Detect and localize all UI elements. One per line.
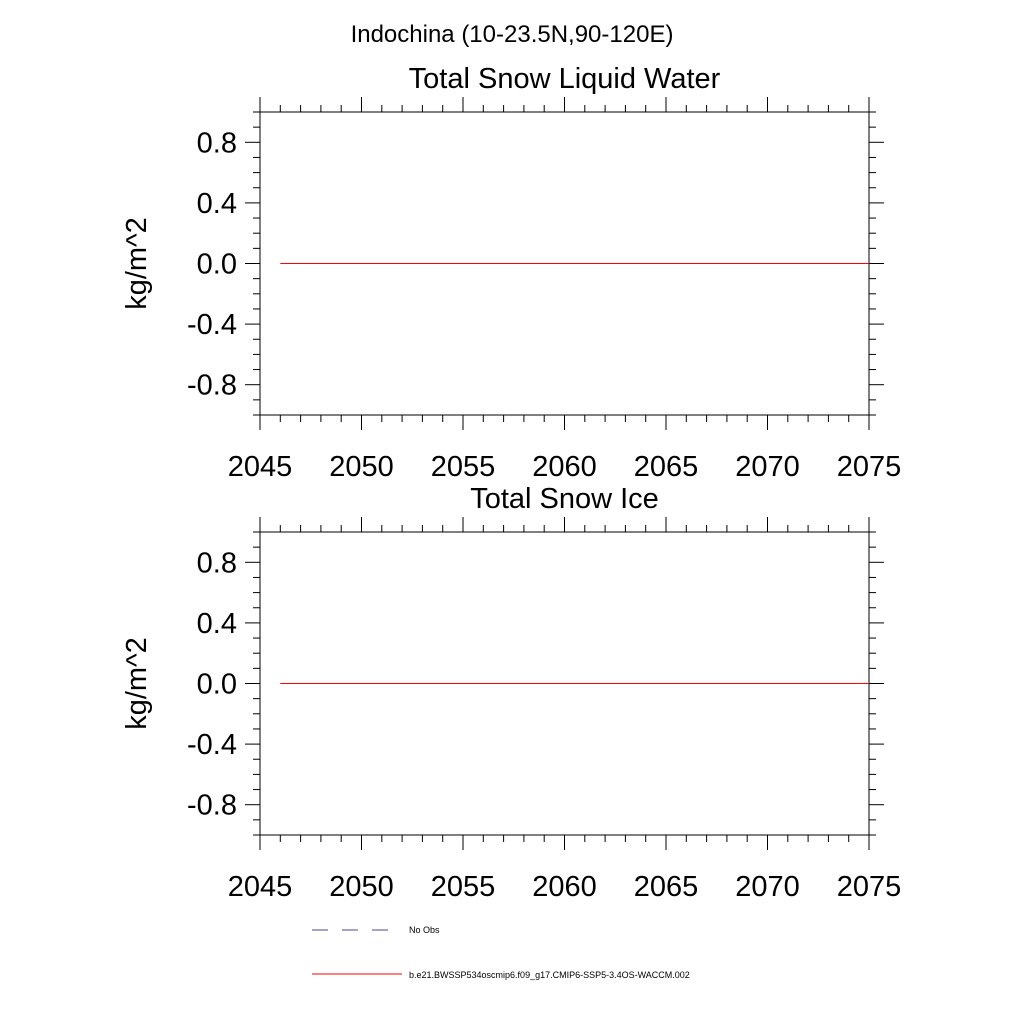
x-tick-label: 2070 — [735, 871, 800, 903]
x-tick-label: 2070 — [735, 451, 800, 483]
chart-title: Total Snow Liquid Water — [409, 63, 721, 95]
chart-title: Total Snow Ice — [470, 483, 659, 515]
y-tick-label: -0.4 — [187, 309, 237, 341]
legend: No Obs b.e21.BWSSP534oscmip6.f09_g17.CMI… — [312, 925, 690, 980]
y-tick-label: 0.4 — [197, 608, 237, 640]
chart-panel-1: Total Snow Liquid Water kg/m^2 2045 2050 205… — [121, 63, 901, 483]
region-title: Indochina (10-23.5N,90-120E) — [351, 21, 674, 48]
y-tick-label: 0.0 — [197, 669, 237, 701]
y-tick-label: 0.8 — [197, 127, 237, 159]
legend-label-no-obs: No Obs — [409, 925, 440, 935]
x-tick-label: 2065 — [634, 871, 699, 903]
x-tick-label: 2055 — [431, 871, 496, 903]
y-tick-label: -0.8 — [187, 790, 237, 822]
x-tick-label: 2045 — [228, 871, 293, 903]
chart-panels: Total Snow Liquid Water kg/m^2 2045 2050 205… — [121, 63, 901, 903]
y-axis-label: kg/m^2 — [121, 217, 153, 310]
y-tick-label: -0.4 — [187, 729, 237, 761]
y-tick-label: 0.4 — [197, 188, 237, 220]
x-tick-label: 2050 — [329, 451, 394, 483]
x-tick-label: 2060 — [532, 871, 597, 903]
x-tick-label: 2055 — [431, 451, 496, 483]
legend-entry-model-run: b.e21.BWSSP534oscmip6.f09_g17.CMIP6-SSP5… — [312, 970, 690, 980]
x-tick-label: 2060 — [532, 451, 597, 483]
chart-panel-2: Total Snow Ice kg/m^2 2045 2050 2055 2060 2065… — [121, 483, 901, 903]
y-tick-label: 0.0 — [197, 249, 237, 281]
y-axis-label: kg/m^2 — [121, 637, 153, 730]
x-tick-label: 2075 — [837, 451, 902, 483]
legend-label-model-run: b.e21.BWSSP534oscmip6.f09_g17.CMIP6-SSP5… — [409, 970, 690, 980]
x-tick-label: 2065 — [634, 451, 699, 483]
x-tick-label: 2050 — [329, 871, 394, 903]
y-tick-label: -0.8 — [187, 370, 237, 402]
legend-entry-no-obs: No Obs — [312, 925, 440, 935]
x-tick-label: 2075 — [837, 871, 902, 903]
y-tick-label: 0.8 — [197, 547, 237, 579]
x-tick-label: 2045 — [228, 451, 293, 483]
